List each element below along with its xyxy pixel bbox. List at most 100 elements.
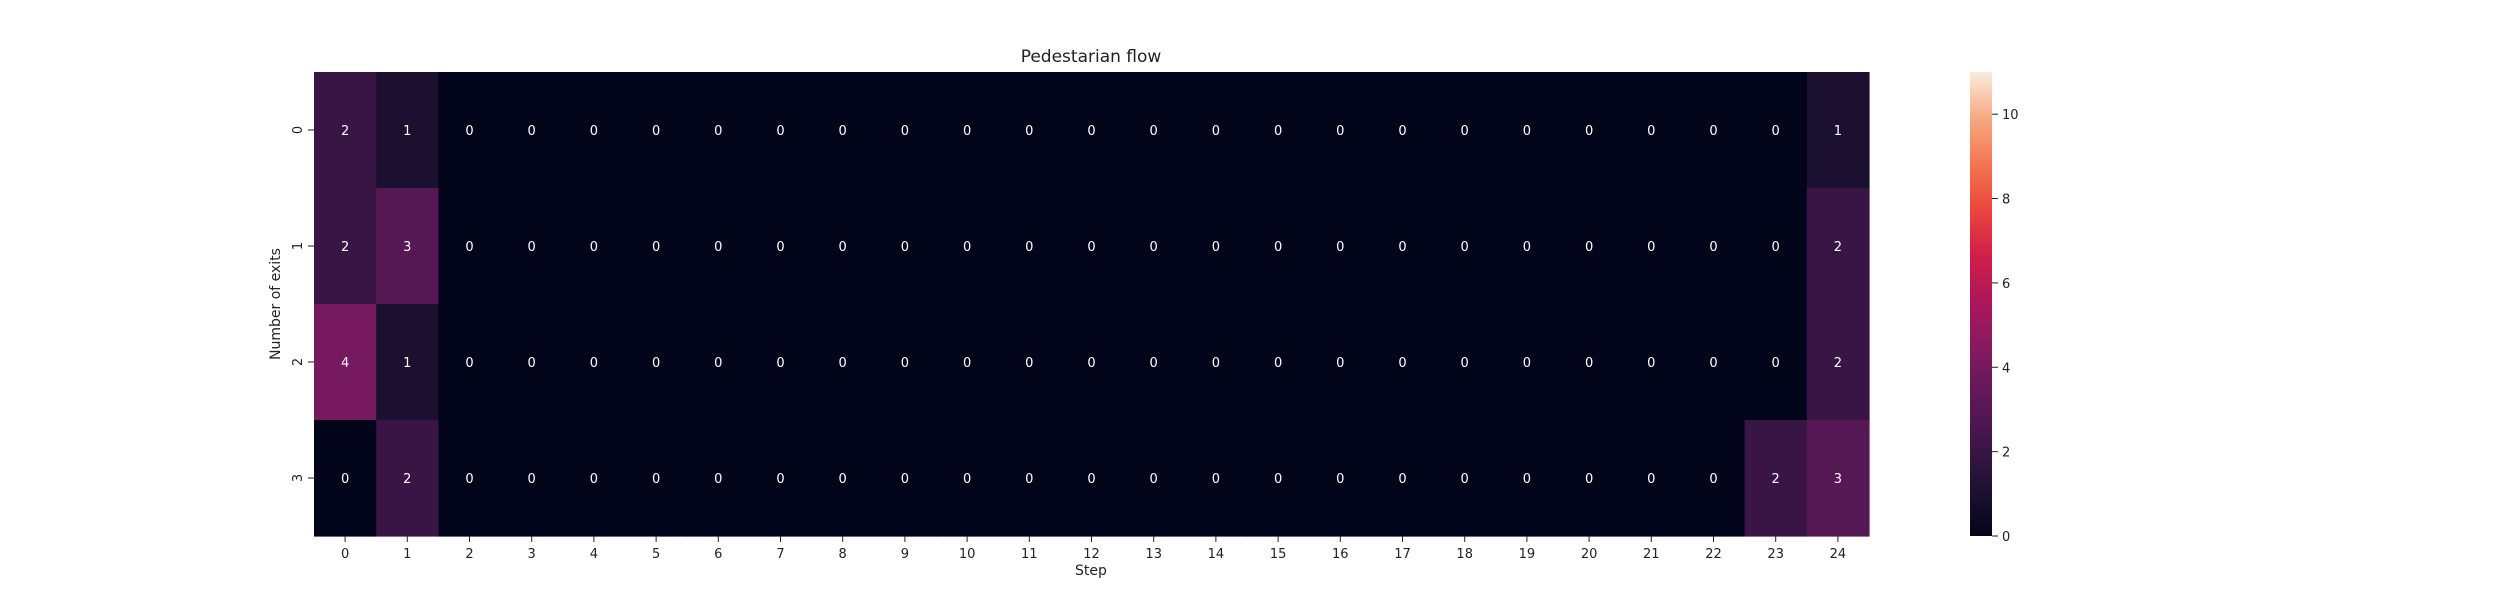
heatmap-cell [1682, 72, 1746, 189]
heatmap-cell [749, 420, 813, 537]
heatmap-cell [1433, 420, 1497, 537]
cell-value-label: 0 [341, 472, 349, 487]
cell-value-label: 0 [1523, 124, 1531, 139]
cell-value-label: 0 [1212, 240, 1220, 255]
cell-value-label: 0 [1647, 356, 1655, 371]
heatmap-cells [314, 72, 1870, 537]
heatmap-cell [1247, 420, 1310, 537]
cell-value-label: 0 [1087, 124, 1095, 139]
heatmap-cell [1495, 188, 1559, 305]
cell-value-label: 0 [1647, 240, 1655, 255]
heatmap-cell [625, 188, 688, 305]
heatmap-cell [1122, 304, 1186, 421]
x-tick-label: 11 [1021, 547, 1038, 562]
heatmap-cell [625, 420, 688, 537]
x-axis-label: Step [1075, 563, 1107, 579]
cell-value-label: 0 [714, 240, 722, 255]
cell-value-label: 0 [1087, 356, 1095, 371]
x-tick-label: 15 [1270, 547, 1287, 562]
colorbar-tick-label: 8 [2002, 193, 2010, 208]
x-tick-label: 13 [1145, 547, 1162, 562]
heatmap-cell [562, 72, 626, 189]
heatmap-cell [376, 420, 439, 537]
cell-value-label: 0 [1523, 240, 1531, 255]
heatmap-cell [1558, 188, 1621, 305]
cell-value-label: 2 [1834, 240, 1842, 255]
heatmap-cell [998, 72, 1061, 189]
cell-value-label: 0 [1398, 356, 1406, 371]
heatmap-cell [625, 304, 688, 421]
heatmap-cell [500, 420, 564, 537]
cell-value-label: 0 [1647, 472, 1655, 487]
cell-value-label: 0 [652, 124, 660, 139]
heatmap-cell [1620, 304, 1683, 421]
x-tick-label: 3 [528, 547, 536, 562]
heatmap-cell [1371, 420, 1435, 537]
heatmap-cell [1433, 188, 1497, 305]
heatmap-cell [1371, 304, 1435, 421]
heatmap-cell [562, 304, 626, 421]
heatmap-cell [376, 72, 439, 189]
heatmap-cell [1558, 304, 1621, 421]
heatmap-cell [1558, 72, 1621, 189]
colorbar-ticks: 0 2 4 6 8 10 [1992, 108, 2019, 545]
heatmap-cell [500, 188, 564, 305]
heatmap-cell [873, 188, 937, 305]
cell-value-label: 0 [1772, 356, 1780, 371]
cell-value-label: 0 [528, 124, 536, 139]
heatmap-cell [687, 188, 750, 305]
cell-value-label: 0 [1274, 472, 1282, 487]
cell-value-label: 0 [839, 124, 847, 139]
heatmap-cell [314, 72, 377, 189]
cell-value-label: 0 [963, 472, 971, 487]
heatmap-cell [873, 304, 937, 421]
cell-value-label: 2 [341, 240, 349, 255]
cell-value-label: 0 [1585, 356, 1593, 371]
cell-value-label: 0 [714, 124, 722, 139]
cell-value-label: 2 [1834, 356, 1842, 371]
heatmap-cell [1122, 188, 1186, 305]
heatmap-cell [1309, 72, 1372, 189]
heatmap-cell [1309, 420, 1372, 537]
y-axis-ticks: 0 1 2 3 [291, 126, 314, 482]
x-tick-label: 7 [776, 547, 784, 562]
cell-value-label: 0 [465, 240, 473, 255]
x-axis-ticks: 0 1 2 3 4 5 6 7 8 9 10 11 12 13 14 15 16 17 18 19 20 21 22 23 24 [341, 536, 1846, 562]
cell-value-label: 0 [590, 356, 598, 371]
heatmap-cell [811, 420, 875, 537]
cell-value-label: 0 [1585, 240, 1593, 255]
cell-value-label: 0 [1212, 124, 1220, 139]
heatmap-cell [562, 420, 626, 537]
heatmap-cell [1184, 188, 1248, 305]
cell-value-label: 0 [1087, 240, 1095, 255]
y-axis-label: Number of exits [268, 248, 284, 360]
heatmap-cell [1682, 188, 1746, 305]
heatmap-cell [687, 72, 750, 189]
cell-value-label: 0 [714, 356, 722, 371]
cell-value-label: 0 [963, 356, 971, 371]
heatmap-cell [625, 72, 688, 189]
cell-value-label: 0 [901, 240, 909, 255]
heatmap-cell [749, 304, 813, 421]
cell-value-label: 0 [1150, 124, 1158, 139]
heatmap-cell [314, 188, 377, 305]
cell-value-label: 0 [528, 356, 536, 371]
cell-value-label: 0 [901, 356, 909, 371]
x-tick-label: 16 [1332, 547, 1349, 562]
colorbar-tick-label: 4 [2002, 361, 2010, 376]
heatmap-cell [1371, 72, 1435, 189]
heatmap-cell [873, 420, 937, 537]
cell-value-label: 3 [1834, 472, 1842, 487]
heatmap-cell [936, 304, 999, 421]
cell-value-label: 0 [1461, 240, 1469, 255]
cell-value-label: 4 [341, 356, 349, 371]
cell-value-label: 0 [776, 356, 784, 371]
cell-value-label: 0 [1398, 124, 1406, 139]
x-tick-label: 9 [901, 547, 909, 562]
heatmap-cell [376, 188, 439, 305]
heatmap-cell [1620, 72, 1683, 189]
x-tick-label: 22 [1705, 547, 1722, 562]
heatmap-cell [1495, 304, 1559, 421]
heatmap-cell [500, 304, 564, 421]
